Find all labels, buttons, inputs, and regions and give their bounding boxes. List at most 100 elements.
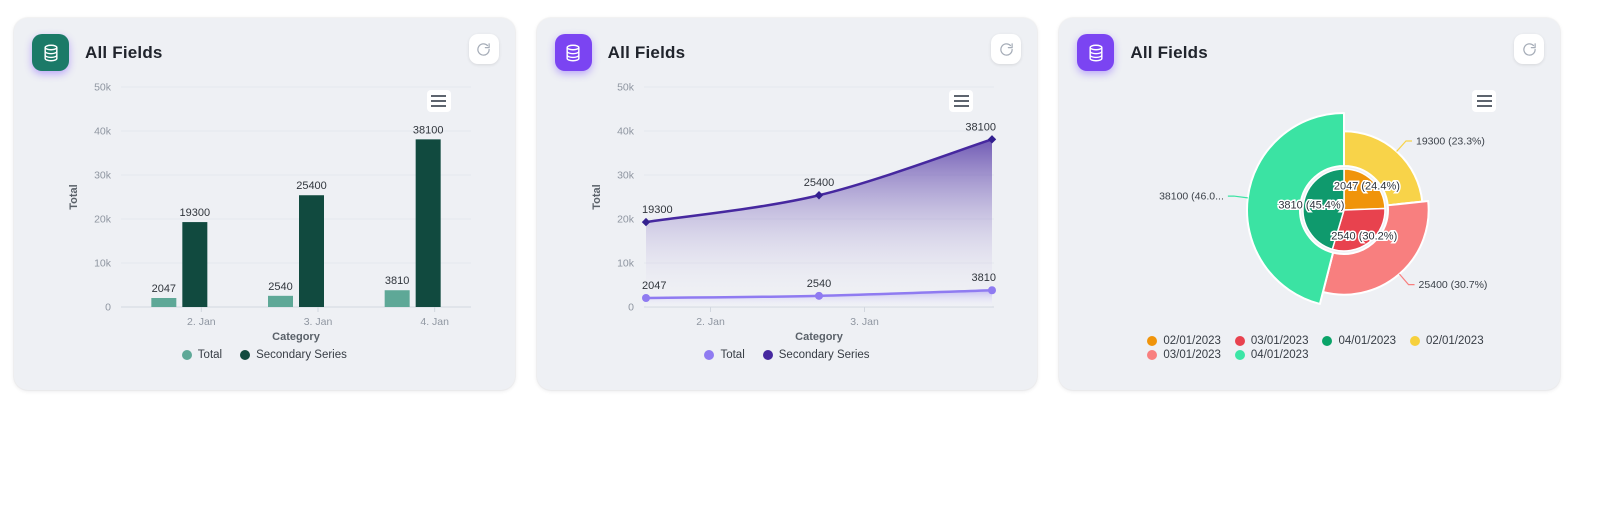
y-tick-label: 10k xyxy=(94,258,112,270)
point-value-label: 25400 xyxy=(804,177,835,189)
x-tick-label: 2. Jan xyxy=(187,316,216,328)
legend-label: Secondary Series xyxy=(778,349,870,361)
legend-marker-icon xyxy=(1147,336,1158,346)
bar-secondary-series[interactable] xyxy=(182,222,208,307)
x-tick-label: 4. Jan xyxy=(421,316,450,328)
pie-chart-svg: 19300 (23.3%) 25400 (30.7%) 38100 (46.0...… xyxy=(1159,112,1487,305)
y-tick-label: 20k xyxy=(94,214,112,226)
legend-label: 02/01/2023 xyxy=(1426,335,1484,347)
legend-marker-icon xyxy=(704,350,715,360)
pie-outer-label: 25400 (30.7%) xyxy=(1418,279,1487,291)
bar-value-label: 2047 xyxy=(152,283,176,295)
refresh-button[interactable] xyxy=(1514,34,1545,64)
legend-marker-icon xyxy=(181,350,192,360)
pie-slice-inner[interactable] xyxy=(1301,168,1345,251)
label-leader-line xyxy=(1398,273,1415,286)
legend-label: 03/01/2023 xyxy=(1250,335,1309,347)
legend-label: 02/01/2023 xyxy=(1163,335,1221,347)
marker[interactable] xyxy=(642,293,650,302)
y-tick-label: 10k xyxy=(617,258,635,270)
card-title: All Fields xyxy=(607,42,686,62)
marker[interactable] xyxy=(987,135,997,144)
y-axis-title: Total xyxy=(591,184,603,209)
pie-inner-label: 2540 (30.2%) xyxy=(1331,231,1397,243)
y-tick-label: 0 xyxy=(105,302,111,314)
point-value-label: 19300 xyxy=(642,204,673,216)
pie-slice-inner[interactable] xyxy=(1331,207,1386,252)
legend-label: 03/01/2023 xyxy=(1163,349,1221,361)
legend-marker-icon xyxy=(1147,350,1158,360)
y-tick-label: 40k xyxy=(617,126,635,138)
y-tick-label: 0 xyxy=(628,302,634,314)
chart-card-pie: All Fields 19300 (23.3%) 25400 (30.7%) 381… xyxy=(1059,18,1561,390)
marker[interactable] xyxy=(815,291,823,300)
chart-card-area: All Fields 0 10k 20k 30k 40k 50k Total Category… xyxy=(536,18,1038,390)
label-leader-line xyxy=(1227,195,1248,199)
y-tick-label: 50k xyxy=(617,82,635,94)
legend-item[interactable]: 04/01/2023 xyxy=(1234,349,1309,361)
bar-secondary-series[interactable] xyxy=(299,195,325,307)
legend-item[interactable]: 04/01/2023 xyxy=(1322,335,1396,347)
legend-label: Total xyxy=(197,349,223,361)
bar-value-label: 25400 xyxy=(297,180,328,192)
marker[interactable] xyxy=(988,286,996,295)
legend-item[interactable]: 03/01/2023 xyxy=(1234,335,1309,347)
bar-chart: 0 10k 20k 30k 40k 50k Total Category 2. Jan 2047 1… xyxy=(14,73,515,345)
y-tick-label: 40k xyxy=(94,126,112,138)
legend-marker-icon xyxy=(762,350,773,360)
x-tick-label: 2. Jan xyxy=(696,316,725,328)
card-header: All Fields xyxy=(1059,18,1560,71)
legend-marker-icon xyxy=(1322,336,1333,346)
pie-chart: 19300 (23.3%) 25400 (30.7%) 38100 (46.0...… xyxy=(1059,73,1560,323)
legend-item[interactable]: 02/01/2023 xyxy=(1410,335,1484,347)
area-chart-svg: 0 10k 20k 30k 40k 50k Total Category 2. Jan 3. Ja… xyxy=(591,82,997,343)
marker[interactable] xyxy=(641,217,651,227)
bar-value-label: 3810 xyxy=(385,275,409,287)
refresh-button[interactable] xyxy=(468,34,499,64)
marker[interactable] xyxy=(814,191,824,200)
pie-outer-label: 38100 (46.0... xyxy=(1159,191,1224,203)
legend-item[interactable]: Secondary Series xyxy=(762,349,870,361)
x-axis-title: Category xyxy=(272,331,321,343)
x-axis-title: Category xyxy=(795,331,844,343)
pie-slice-inner[interactable] xyxy=(1342,168,1386,211)
card-header: All Fields xyxy=(14,18,515,71)
refresh-button[interactable] xyxy=(991,34,1022,64)
legend-item[interactable]: 02/01/2023 xyxy=(1147,335,1221,347)
y-tick-label: 50k xyxy=(94,82,112,94)
chart-legend: 02/01/2023 03/01/2023 04/01/2023 02/01/2023… xyxy=(1147,335,1519,361)
bar-chart-svg: 0 10k 20k 30k 40k 50k Total Category 2. Jan 2047 1… xyxy=(68,82,472,343)
bar-value-label: 38100 xyxy=(413,124,444,136)
legend-item[interactable]: Secondary Series xyxy=(240,349,347,361)
bar-secondary-series[interactable] xyxy=(415,139,441,307)
legend-marker-icon xyxy=(1234,336,1245,346)
chart-legend: Total Secondary Series xyxy=(14,349,515,361)
pie-slice-outer[interactable] xyxy=(1321,199,1430,296)
chart-menu-icon[interactable] xyxy=(426,90,451,112)
label-leader-line xyxy=(1395,140,1412,152)
legend-item[interactable]: Total xyxy=(181,349,223,361)
y-tick-label: 30k xyxy=(617,170,635,182)
bar-total[interactable] xyxy=(268,295,294,307)
y-tick-label: 30k xyxy=(94,170,112,182)
legend-label: Secondary Series xyxy=(256,349,347,361)
legend-item[interactable]: 03/01/2023 xyxy=(1147,349,1221,361)
chart-menu-icon[interactable] xyxy=(1472,90,1497,112)
bar-value-label: 2540 xyxy=(269,281,293,293)
point-value-label: 3810 xyxy=(972,272,996,284)
bar-total[interactable] xyxy=(151,297,177,307)
database-icon xyxy=(1077,34,1115,71)
point-value-label: 2047 xyxy=(642,280,666,292)
legend-marker-icon xyxy=(1410,336,1421,346)
card-title: All Fields xyxy=(85,42,163,62)
pie-slice-outer[interactable] xyxy=(1245,112,1345,305)
legend-label: 04/01/2023 xyxy=(1250,349,1309,361)
card-header: All Fields xyxy=(537,18,1038,71)
bar-total[interactable] xyxy=(384,290,410,307)
point-value-label: 38100 xyxy=(965,121,996,133)
legend-item[interactable]: Total xyxy=(704,349,745,361)
legend-label: 04/01/2023 xyxy=(1338,335,1397,347)
database-icon xyxy=(554,34,592,71)
legend-label: Total xyxy=(720,349,745,361)
chart-menu-icon[interactable] xyxy=(949,90,974,112)
